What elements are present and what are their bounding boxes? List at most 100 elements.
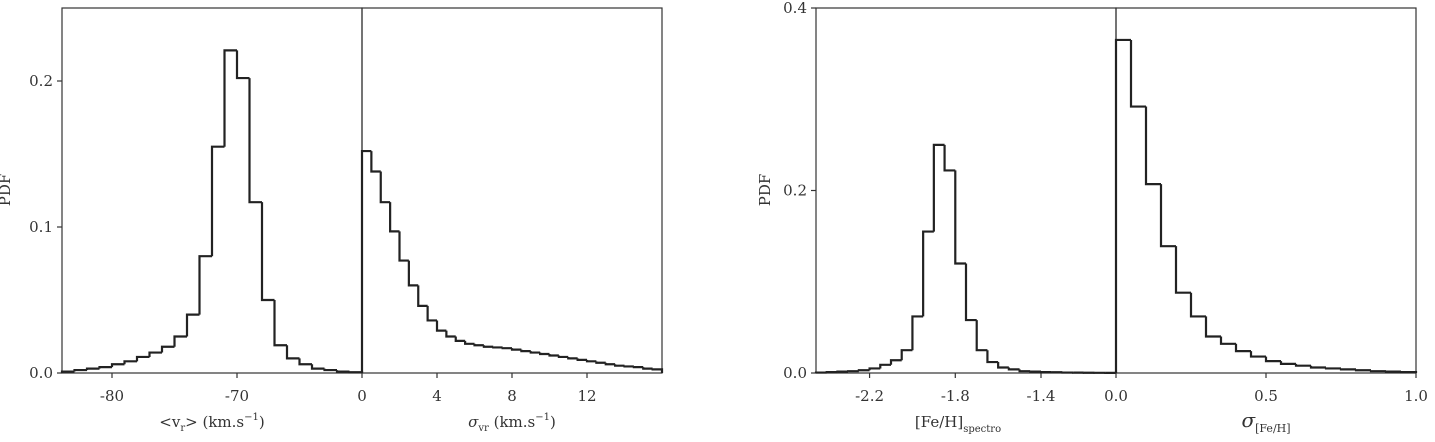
histogram-step (110, 363, 125, 368)
y-tick-label: 0.0 (783, 364, 807, 382)
histogram-step (585, 359, 597, 363)
histogram-step (379, 171, 391, 204)
histogram-step (567, 356, 578, 360)
histogram-step (623, 365, 634, 368)
x-axis-label: σvr (km.s−1) (468, 412, 556, 434)
x-tick-label: 1.0 (1404, 387, 1428, 405)
histogram-step (539, 352, 550, 356)
histogram-step (1309, 365, 1326, 369)
x-tick-label: -80 (100, 387, 124, 405)
histogram-step (98, 366, 112, 369)
histogram-step (1204, 316, 1221, 338)
histogram-step (954, 170, 966, 265)
histogram-step (185, 313, 200, 337)
histogram-step (1249, 351, 1266, 358)
histogram-step (464, 340, 475, 345)
histogram-step (1354, 369, 1371, 372)
x-tick-label: 4 (432, 387, 442, 405)
histogram-step (632, 366, 644, 369)
histogram-step (614, 364, 625, 367)
histogram-step (473, 343, 484, 347)
histogram-step (557, 355, 569, 359)
histogram-step (1324, 367, 1341, 370)
histogram-step (360, 149, 372, 373)
histogram-step (123, 360, 137, 365)
label-part: vr (477, 423, 489, 434)
histogram-step (445, 330, 456, 338)
histogram-step (595, 361, 606, 364)
histogram-step (900, 349, 913, 361)
y-axis-label: PDF (756, 174, 774, 207)
histogram-step (323, 368, 337, 372)
histogram-step (520, 349, 531, 353)
histogram-step (298, 358, 312, 366)
histogram-step (235, 50, 250, 80)
histogram-step (651, 368, 664, 373)
histogram-step (529, 351, 541, 354)
histogram-step (576, 358, 587, 361)
histogram-step (335, 370, 350, 373)
label-part: σ (1241, 408, 1256, 432)
x-tick-label: 0 (357, 387, 367, 405)
histogram-step (370, 151, 381, 173)
histogram-step (273, 300, 287, 347)
x-tick-label: -70 (225, 387, 249, 405)
label-part: ) (550, 413, 556, 431)
x-axis-label: <vr> (km.s−1) (159, 412, 264, 434)
plot-frame (361, 7, 663, 374)
label-part: −1 (244, 412, 259, 423)
histogram-step (454, 336, 466, 342)
y-tick-label: 0.4 (783, 0, 807, 17)
histogram-step (198, 255, 212, 315)
y-axis-label: PDF (0, 174, 14, 207)
histogram-step (604, 362, 616, 366)
histogram-step (160, 345, 175, 353)
histogram-step (60, 370, 75, 373)
histogram-step (1369, 370, 1386, 373)
x-tick-label: -1.8 (941, 387, 970, 405)
label-part: −1 (535, 412, 550, 423)
histogram-step (417, 285, 428, 307)
label-part: spectro (963, 424, 1001, 435)
histogram-step (548, 354, 559, 357)
histogram-step (1339, 368, 1356, 371)
histogram-step (1129, 39, 1146, 108)
histogram-step (964, 263, 977, 322)
histogram-step (975, 320, 988, 352)
histogram-step (210, 145, 225, 257)
histogram-step (348, 371, 364, 374)
x-axis-label: [Fe/H]spectro (915, 413, 1001, 435)
histogram-step (482, 345, 494, 348)
y-tick-label: 0.2 (29, 72, 53, 90)
histogram-step (285, 345, 300, 360)
histogram-step (1279, 361, 1296, 365)
histogram-step (407, 260, 419, 287)
histogram-step (1114, 38, 1131, 373)
histogram-step (1007, 367, 1020, 371)
x-tick-label: 0.5 (1254, 387, 1278, 405)
histogram-step (1294, 363, 1311, 367)
histogram-step (223, 49, 237, 147)
histogram-step (248, 78, 262, 204)
label-part: [Fe/H] (1255, 422, 1290, 435)
label-part: ) (259, 413, 265, 431)
histogram-step (1174, 246, 1191, 294)
histogram-step (943, 144, 956, 172)
histogram-step (73, 368, 87, 372)
histogram-step (260, 202, 275, 302)
histogram-step (1234, 343, 1251, 353)
histogram-step (148, 351, 162, 357)
histogram-step (911, 315, 924, 351)
histogram-step (642, 367, 653, 370)
histogram-step (932, 143, 945, 232)
x-tick-label: 0.0 (1104, 387, 1128, 405)
histogram-step (310, 364, 325, 370)
histogram-step (135, 355, 150, 362)
histogram-step (398, 231, 409, 262)
histogram-step (1159, 184, 1176, 248)
y-tick-label: 0.1 (29, 218, 53, 236)
x-tick-label: -2.2 (855, 387, 884, 405)
histogram-step (173, 335, 187, 347)
histogram-step (879, 363, 891, 369)
